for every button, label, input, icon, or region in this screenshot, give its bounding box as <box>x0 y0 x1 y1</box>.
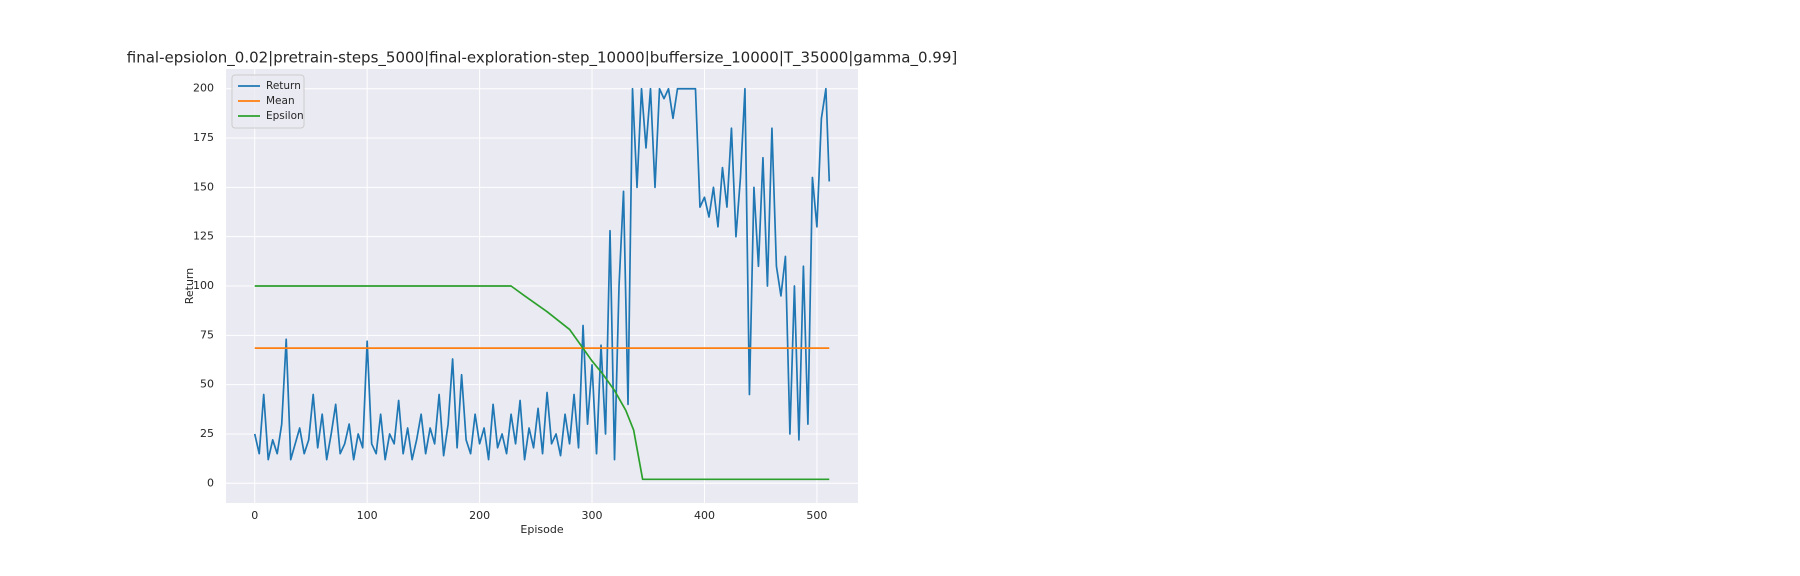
y-tick-label: 150 <box>193 180 214 193</box>
line-series <box>254 285 830 481</box>
line-series <box>253 87 831 461</box>
x-tick-label: 0 <box>251 509 258 522</box>
x-tick-label: 100 <box>357 509 378 522</box>
y-tick-label: 175 <box>193 131 214 144</box>
y-tick-label: 75 <box>200 328 214 341</box>
x-axis-label: Episode <box>520 523 563 536</box>
legend-label: Epsilon <box>266 110 304 122</box>
y-tick-label: 100 <box>193 279 214 292</box>
y-tick-label: 0 <box>207 476 214 489</box>
x-tick-label: 400 <box>694 509 715 522</box>
y-tick-label: 200 <box>193 82 214 95</box>
y-tick-label: 25 <box>200 427 214 440</box>
x-tick-label: 200 <box>469 509 490 522</box>
legend-label: Mean <box>266 95 295 107</box>
y-tick-label: 50 <box>200 378 214 391</box>
y-axis-label: Return <box>183 268 196 305</box>
y-tick-label: 125 <box>193 230 214 243</box>
legend-box <box>231 74 305 129</box>
x-tick-label: 300 <box>582 509 603 522</box>
chart-title: final-epsiolon_0.02|pretrain-steps_5000|… <box>127 49 957 68</box>
legend-label: Return <box>266 80 301 92</box>
x-tick-label: 500 <box>806 509 827 522</box>
